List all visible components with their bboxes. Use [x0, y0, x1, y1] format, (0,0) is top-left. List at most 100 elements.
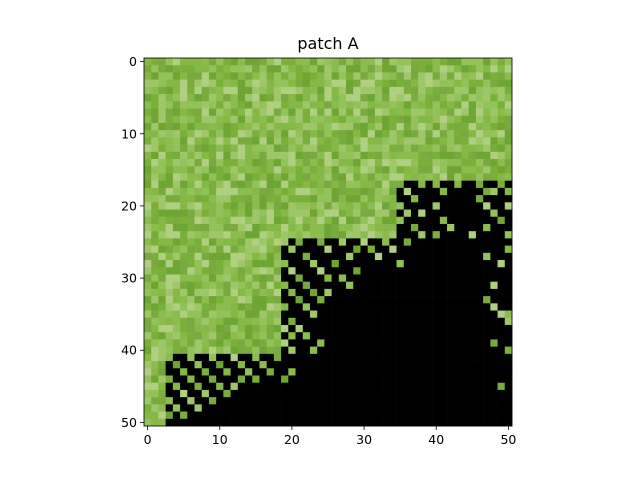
heatmap-cell-masked: [483, 382, 491, 391]
heatmap-cell-texture: [245, 94, 253, 102]
heatmap-cell-masked: [490, 296, 498, 304]
heatmap-cell-texture: [273, 151, 282, 160]
heatmap-cell-masked: [360, 404, 368, 412]
heatmap-cell-texture: [194, 180, 203, 189]
heatmap-cell-masked: [432, 361, 441, 369]
heatmap-cell-texture: [266, 137, 275, 145]
heatmap-cell-texture: [165, 353, 174, 362]
heatmap-cell-texture: [158, 260, 166, 268]
heatmap-cell-texture: [237, 209, 246, 218]
heatmap-cell-masked: [281, 389, 289, 398]
heatmap-cell-texture: [187, 86, 195, 95]
heatmap-cell-texture: [382, 86, 390, 95]
heatmap-cell-masked: [432, 324, 441, 333]
heatmap-cell-texture: [223, 130, 231, 138]
heatmap-cell-texture: [483, 122, 491, 131]
heatmap-cell-masked: [389, 404, 397, 412]
heatmap-cell-texture: [230, 353, 239, 362]
heatmap-cell-texture: [165, 339, 174, 347]
heatmap-cell-masked: [245, 411, 253, 420]
heatmap-cell-masked: [172, 389, 181, 398]
heatmap-cell-texture: [266, 332, 275, 340]
heatmap-cell-masked: [389, 397, 397, 405]
heatmap-cell-masked: [353, 317, 361, 326]
heatmap-cell-texture: [425, 122, 433, 131]
heatmap-cell-texture: [288, 58, 296, 66]
heatmap-cell-texture: [475, 159, 484, 167]
heatmap-cell-texture: [396, 180, 405, 189]
heatmap-cell-texture: [331, 166, 340, 174]
heatmap-cell-masked: [382, 267, 390, 275]
heatmap-cell-texture: [194, 346, 203, 355]
heatmap-cell-texture: [353, 130, 361, 138]
heatmap-cell-texture: [288, 202, 296, 210]
heatmap-cell-texture: [353, 209, 361, 218]
heatmap-cell-texture: [360, 108, 368, 117]
heatmap-cell-texture: [281, 79, 289, 88]
heatmap-cell-texture: [216, 101, 224, 109]
heatmap-cell-texture: [144, 361, 152, 369]
heatmap-cell-texture: [374, 72, 383, 80]
heatmap-cell-masked: [439, 368, 448, 376]
heatmap-cell-texture: [245, 245, 253, 254]
heatmap-cell-texture: [302, 202, 311, 210]
heatmap-cell-texture: [230, 209, 239, 218]
heatmap-cell-masked: [497, 252, 506, 261]
heatmap-cell-masked: [468, 317, 477, 326]
heatmap-cell-masked: [447, 274, 455, 282]
heatmap-cell-texture: [245, 202, 253, 210]
x-tick-label: 0: [144, 432, 152, 447]
heatmap-cell-masked: [418, 296, 426, 304]
heatmap-cell-texture: [216, 288, 224, 297]
heatmap-cell-texture: [338, 173, 347, 181]
heatmap-cell-texture: [346, 72, 354, 80]
heatmap-cell-masked: [461, 339, 470, 347]
heatmap-cell-texture: [504, 86, 513, 95]
heatmap-cell-masked: [374, 303, 383, 311]
heatmap-cell-texture: [273, 281, 282, 290]
heatmap-cell-texture: [317, 216, 325, 225]
heatmap-cell-texture: [230, 223, 239, 232]
heatmap-cell-texture: [360, 159, 368, 167]
heatmap-cell-masked: [360, 382, 368, 391]
heatmap-cell-texture: [266, 238, 275, 246]
heatmap-cell-texture: [201, 180, 210, 189]
heatmap-cell-masked: [324, 404, 332, 412]
heatmap-cell-texture: [237, 166, 246, 174]
heatmap-cell-texture: [273, 58, 282, 66]
heatmap-cell-masked: [374, 375, 383, 384]
heatmap-cell-texture: [208, 324, 217, 333]
heatmap-cell-texture: [259, 166, 267, 174]
heatmap-cell-texture: [302, 216, 311, 225]
heatmap-cell-masked: [346, 296, 354, 304]
heatmap-cell-texture: [490, 303, 498, 311]
heatmap-cell-masked: [403, 260, 412, 268]
heatmap-cell-texture: [208, 238, 217, 246]
y-tick-label: 30: [121, 271, 137, 286]
heatmap-cell-masked: [461, 187, 470, 196]
heatmap-cell-texture: [172, 180, 181, 189]
heatmap-cell-texture: [403, 137, 412, 145]
heatmap-cell-texture: [252, 346, 260, 355]
heatmap-cell-texture: [223, 389, 231, 398]
heatmap-cell-texture: [165, 288, 174, 297]
heatmap-cell-masked: [439, 339, 448, 347]
heatmap-cell-texture: [180, 58, 188, 66]
heatmap-cell-texture: [317, 238, 325, 246]
heatmap-cell-masked: [353, 404, 361, 412]
heatmap-cell-masked: [324, 317, 332, 326]
heatmap-cell-masked: [425, 324, 433, 333]
heatmap-cell-texture: [439, 173, 448, 181]
heatmap-cell-texture: [346, 108, 354, 117]
heatmap-cell-texture: [216, 245, 224, 254]
heatmap-cell-masked: [216, 368, 224, 376]
heatmap-cell-texture: [425, 159, 433, 167]
heatmap-cell-masked: [425, 281, 433, 290]
heatmap-cell-texture: [259, 173, 267, 181]
heatmap-cell-texture: [237, 310, 246, 319]
heatmap-cell-texture: [230, 130, 239, 138]
heatmap-cell-texture: [439, 115, 448, 124]
heatmap-cell-texture: [418, 166, 426, 174]
heatmap-cell-texture: [439, 122, 448, 131]
heatmap-cell-masked: [504, 404, 513, 412]
